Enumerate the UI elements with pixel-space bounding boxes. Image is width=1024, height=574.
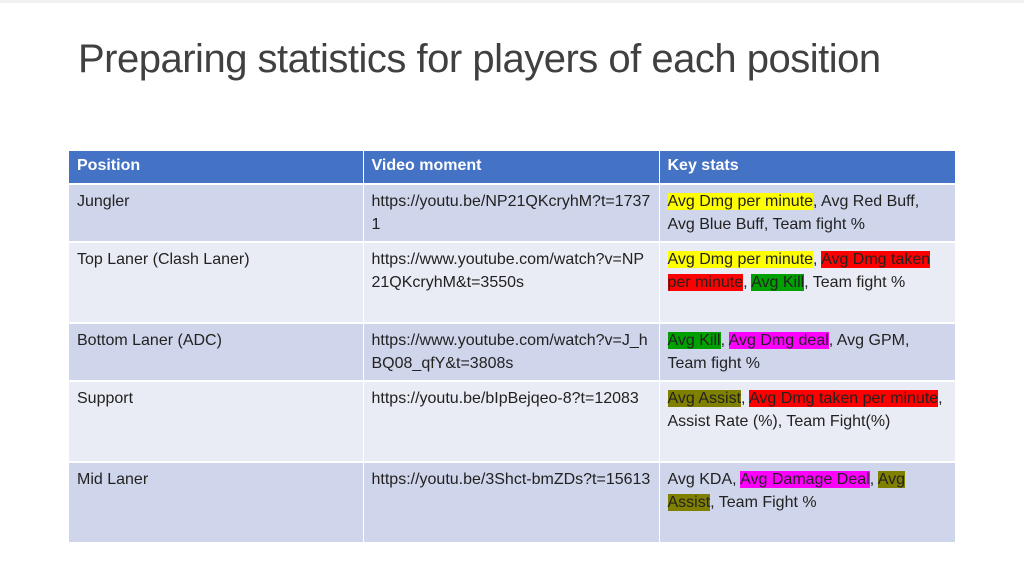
stat-text: , Avg Red Buff, Avg Blue Buff, Team figh… — [667, 193, 920, 233]
highlighted-stat: Avg Damage Deal — [740, 471, 870, 488]
highlighted-stat: Avg Dmg per minute — [667, 193, 814, 210]
key-stats-cell: Avg Dmg per minute, Avg Dmg taken per mi… — [659, 241, 955, 323]
table-row: Support https://youtu.be/bIpBejqeo-8?t=1… — [69, 380, 955, 462]
video-link[interactable]: https://www.youtube.com/watch?v=J_hBQ08_… — [363, 322, 660, 381]
key-stats-cell: Avg Kill, Avg Dmg deal, Avg GPM, Team fi… — [659, 322, 955, 381]
highlighted-stat: Avg Dmg deal — [728, 332, 829, 349]
video-link[interactable]: https://youtu.be/bIpBejqeo-8?t=12083 — [363, 380, 660, 462]
stat-text: , — [869, 471, 878, 488]
stat-text: , — [720, 332, 729, 349]
position-cell: Bottom Laner (ADC) — [69, 322, 364, 381]
highlighted-stat: Avg Dmg per minute — [667, 251, 814, 268]
stat-text: , Assist Rate (%), Team Fight(%) — [667, 390, 943, 430]
video-link[interactable]: https://youtu.be/3Shct-bmZDs?t=15613 — [363, 461, 660, 542]
highlighted-stat: Avg Kill — [667, 332, 721, 349]
highlighted-stat: Avg Kill — [751, 274, 805, 291]
table-row: Bottom Laner (ADC) https://www.youtube.c… — [69, 322, 955, 381]
position-cell: Mid Laner — [69, 461, 364, 542]
stat-text: , — [813, 251, 822, 268]
slide-title: Preparing statistics for players of each… — [78, 37, 881, 81]
position-cell: Jungler — [69, 183, 364, 242]
table-header-row: Position Video moment Key stats — [69, 151, 955, 184]
position-cell: Support — [69, 380, 364, 462]
stat-text: Avg KDA, — [667, 471, 741, 488]
header-video-moment: Video moment — [363, 151, 660, 184]
video-link[interactable]: https://youtu.be/NP21QKcryhM?t=17371 — [363, 183, 660, 242]
stat-text: , Team fight % — [804, 274, 906, 291]
position-cell: Top Laner (Clash Laner) — [69, 241, 364, 323]
stat-text: , — [743, 274, 752, 291]
video-link[interactable]: https://www.youtube.com/watch?v=NP21QKcr… — [363, 241, 660, 323]
position-stats-table: Position Video moment Key stats Jungler … — [69, 151, 955, 542]
highlighted-stat: Avg Assist — [667, 390, 742, 407]
key-stats-cell: Avg KDA, Avg Damage Deal, Avg Assist, Te… — [659, 461, 955, 542]
table-row: Mid Laner https://youtu.be/3Shct-bmZDs?t… — [69, 461, 955, 542]
table-row: Jungler https://youtu.be/NP21QKcryhM?t=1… — [69, 183, 955, 242]
top-rule — [0, 0, 1024, 3]
stat-text: , — [741, 390, 750, 407]
key-stats-cell: Avg Assist, Avg Dmg taken per minute, As… — [659, 380, 955, 462]
header-key-stats: Key stats — [659, 151, 955, 184]
stat-text: , Team Fight % — [710, 494, 817, 511]
stat-text: , Avg GPM, Team fight % — [667, 332, 910, 372]
table-row: Top Laner (Clash Laner) https://www.yout… — [69, 241, 955, 323]
key-stats-cell: Avg Dmg per minute, Avg Red Buff, Avg Bl… — [659, 183, 955, 242]
header-position: Position — [69, 151, 364, 184]
highlighted-stat: Avg Dmg taken per minute — [749, 390, 939, 407]
